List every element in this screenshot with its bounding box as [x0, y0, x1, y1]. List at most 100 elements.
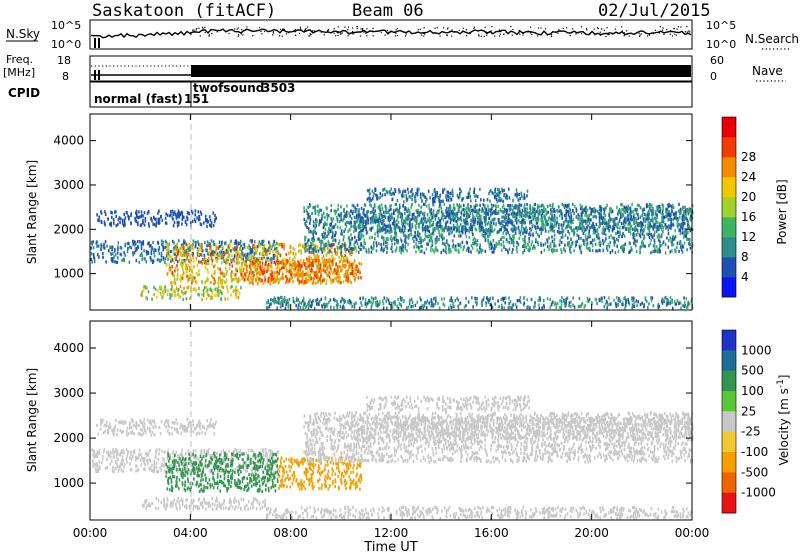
heatmap-cell [268, 243, 271, 247]
heatmap-cell [298, 275, 300, 279]
heatmap-cell [330, 269, 333, 273]
heatmap-cell [168, 242, 170, 246]
heatmap-cell [134, 243, 136, 247]
heatmap-cell [334, 250, 336, 254]
heatmap-cell [373, 203, 376, 207]
heatmap-cell [379, 248, 382, 252]
heatmap-cell [236, 253, 239, 257]
heatmap-cell [269, 275, 271, 279]
heatmap-cell [210, 288, 213, 292]
heatmap-cell [314, 230, 317, 234]
heatmap-cell [579, 304, 581, 308]
heatmap-cell [165, 240, 168, 244]
heatmap-cell [589, 206, 591, 210]
heatmap-cell [466, 229, 468, 233]
heatmap-cell [322, 268, 324, 272]
heatmap-cell [396, 215, 399, 219]
heatmap-cell [536, 240, 539, 244]
heatmap-cell [623, 234, 626, 238]
heatmap-cell [405, 241, 407, 245]
noise-search-dot [458, 29, 460, 32]
heatmap-cell [382, 242, 385, 246]
heatmap-cell [336, 246, 339, 250]
heatmap-cell [247, 256, 250, 260]
heatmap-cell [308, 258, 310, 262]
heatmap-cell [178, 294, 180, 298]
noise-search-dot [510, 26, 512, 28]
heatmap-cell [462, 207, 465, 211]
noise-search-dot [607, 34, 609, 36]
heatmap-cell [180, 247, 183, 251]
heatmap-cell [321, 256, 324, 260]
heatmap-cell [461, 208, 463, 212]
heatmap-cell [425, 204, 428, 208]
heatmap-cell [533, 215, 536, 219]
heatmap-cell [507, 203, 509, 208]
heatmap-cell [344, 246, 346, 250]
heatmap-cell [231, 285, 233, 289]
heatmap-cell [370, 306, 373, 310]
heatmap-cell [627, 300, 630, 305]
heatmap-cell [369, 217, 372, 221]
heatmap-cell [589, 241, 592, 245]
heatmap-cell [269, 303, 271, 307]
heatmap-cell [641, 241, 643, 246]
heatmap-cell [282, 273, 284, 277]
heatmap-cell [205, 290, 208, 294]
heatmap-cell [183, 240, 185, 244]
heatmap-cell [671, 240, 674, 244]
heatmap-cell [479, 246, 481, 250]
heatmap-cell [627, 228, 629, 232]
heatmap-cell [206, 292, 208, 296]
heatmap-cell [680, 306, 682, 310]
heatmap-cell [301, 272, 303, 276]
heatmap-cell [208, 251, 210, 255]
heatmap-cell [258, 271, 260, 275]
heatmap-cell [290, 273, 293, 277]
heatmap-cell [540, 204, 542, 208]
heatmap-cell [93, 260, 96, 264]
heatmap-cell [503, 207, 506, 211]
heatmap-cell [620, 211, 622, 215]
heatmap-cell [316, 209, 319, 213]
noise-search-dot [530, 26, 532, 28]
heatmap-cell [254, 267, 257, 271]
heatmap-cell [653, 244, 656, 248]
noise-search-dot [394, 35, 396, 37]
heatmap-cell [504, 296, 507, 300]
heatmap-cell [195, 281, 198, 285]
heatmap-cell [584, 239, 586, 243]
heatmap-cell [309, 218, 312, 222]
heatmap-cell [613, 243, 616, 247]
heatmap-cell [212, 252, 215, 257]
heatmap-cell [183, 253, 186, 257]
noise-search-dot [555, 31, 557, 33]
heatmap-cell [277, 251, 280, 255]
heatmap-cell [409, 226, 411, 230]
heatmap-cell [368, 247, 370, 251]
heatmap-cell [349, 228, 351, 232]
heatmap-cell [369, 203, 371, 207]
heatmap-cell [282, 299, 284, 303]
heatmap-cell [359, 213, 361, 217]
heatmap-cell [616, 244, 618, 248]
heatmap-cell [236, 279, 238, 283]
heatmap-cell [183, 286, 185, 290]
heatmap-cell [216, 260, 218, 264]
heatmap-cell [661, 219, 663, 223]
heatmap-cell [434, 238, 437, 242]
noise-search-dot [362, 28, 364, 30]
heatmap-cell [331, 263, 333, 267]
heatmap-cell [468, 214, 471, 218]
heatmap-cell [388, 208, 391, 212]
heatmap-cell [493, 244, 496, 248]
heatmap-cell [227, 258, 229, 262]
heatmap-cell [213, 265, 215, 269]
heatmap-cell [106, 244, 108, 248]
heatmap-cell [526, 229, 528, 233]
heatmap-cell [475, 303, 478, 307]
heatmap-cell [488, 298, 491, 302]
heatmap-cell [485, 213, 487, 217]
heatmap-cell [665, 212, 668, 216]
heatmap-cell [398, 203, 401, 207]
